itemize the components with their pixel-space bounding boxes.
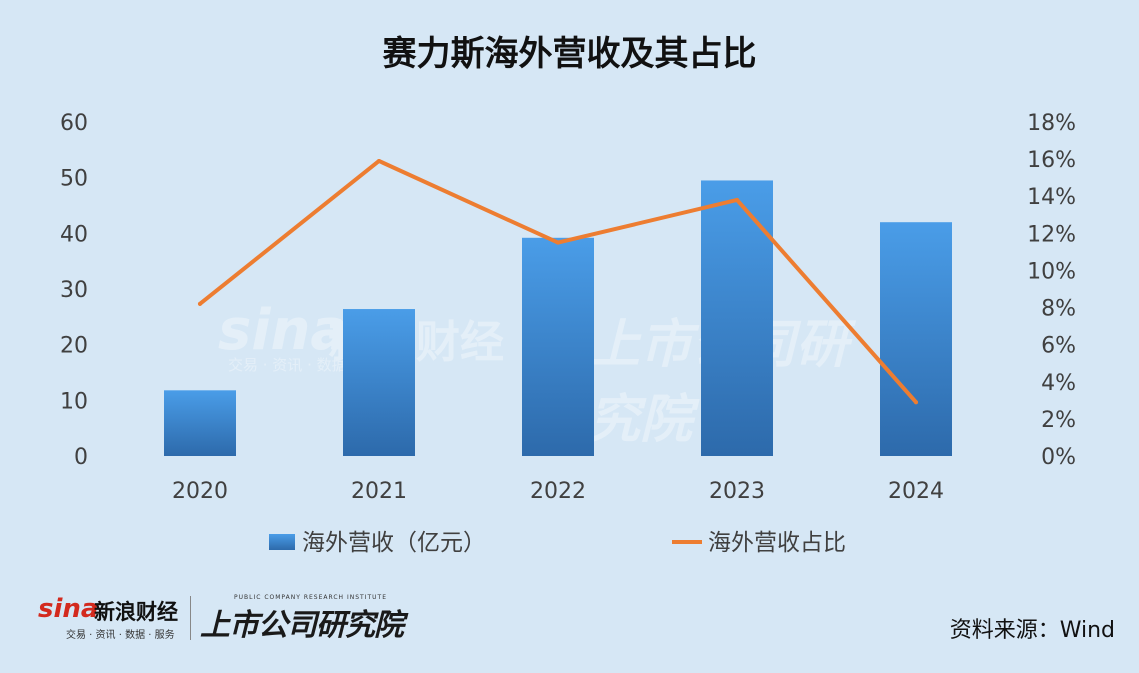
legend: 海外营收（亿元） 海外营收占比: [269, 530, 846, 556]
source-note: 资料来源：Wind: [949, 618, 1115, 643]
bar-series: [164, 180, 952, 456]
x-tick-label: 2024: [888, 479, 944, 504]
x-tick-label: 2023: [709, 479, 765, 504]
bar-2023: [701, 180, 773, 456]
left-tick-label: 60: [60, 111, 88, 136]
right-tick-label: 14%: [1027, 185, 1076, 210]
x-tick-label: 2020: [172, 479, 228, 504]
line-point-2023: [735, 197, 739, 202]
legend-line-label: 海外营收占比: [708, 530, 846, 556]
bar-2020: [164, 390, 236, 456]
logo-sina: sina: [38, 594, 99, 624]
right-tick-label: 2%: [1041, 408, 1076, 433]
left-axis: 0 10 20 30 40 50 60: [60, 111, 88, 470]
left-tick-label: 50: [60, 167, 88, 192]
line-point-2020: [198, 301, 202, 306]
line-point-2022: [556, 240, 560, 245]
line-point-2024: [914, 400, 918, 405]
right-tick-label: 0%: [1041, 445, 1076, 470]
logo-divider: [190, 596, 191, 640]
right-tick-label: 6%: [1041, 334, 1076, 359]
left-tick-label: 0: [74, 445, 88, 470]
legend-bar-swatch: [269, 534, 295, 550]
line-series: [198, 158, 918, 405]
sina-finance-logo: sina 新浪财经 交易 · 资讯 · 数据 · 服务 PUBLIC COMPA…: [38, 592, 408, 648]
right-tick-label: 18%: [1027, 111, 1076, 136]
chart-title: 赛力斯海外营收及其占比: [382, 34, 757, 74]
x-tick-label: 2022: [530, 479, 586, 504]
logo-sina-cn: 新浪财经: [94, 600, 178, 624]
right-tick-label: 4%: [1041, 371, 1076, 396]
left-tick-label: 10: [60, 389, 88, 414]
bar-2024: [880, 222, 952, 456]
logo-institute-en: PUBLIC COMPANY RESEARCH INSTITUTE: [234, 594, 387, 601]
bar-2022: [522, 237, 594, 456]
logo-institute: 上市公司研究院: [200, 608, 404, 643]
logo-tagline: 交易 · 资讯 · 数据 · 服务: [66, 630, 175, 641]
left-tick-label: 30: [60, 278, 88, 303]
right-axis: 0% 2% 4% 6% 8% 10% 12% 14% 16% 18%: [1027, 111, 1076, 470]
right-tick-label: 12%: [1027, 222, 1076, 247]
bar-2021: [343, 309, 415, 456]
right-tick-label: 10%: [1027, 259, 1076, 284]
right-tick-label: 8%: [1041, 297, 1076, 322]
left-tick-label: 40: [60, 222, 88, 247]
x-axis: 2020 2021 2022 2023 2024: [172, 479, 944, 504]
x-tick-label: 2021: [351, 479, 407, 504]
legend-bar-label: 海外营收（亿元）: [302, 530, 486, 556]
right-tick-label: 16%: [1027, 148, 1076, 173]
line-point-2021: [377, 158, 381, 163]
left-tick-label: 20: [60, 334, 88, 359]
